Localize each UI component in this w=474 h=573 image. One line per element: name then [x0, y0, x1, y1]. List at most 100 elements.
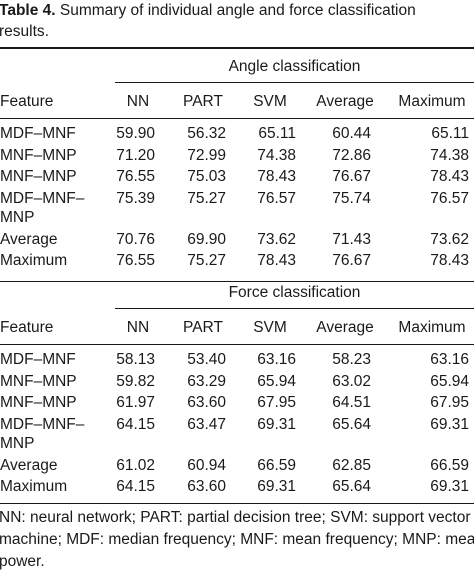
part-value: 75.03	[187, 168, 226, 185]
part-value: 63.60	[187, 394, 226, 411]
part-value: 69.90	[187, 230, 226, 248]
maximum-value: 69.31	[430, 415, 469, 433]
feature-text: MNF–MNP	[0, 394, 77, 411]
feature-cell: MDF–MNF	[0, 125, 115, 143]
nn-value: 64.15	[116, 415, 155, 433]
table-footnote: NN: neural network; PART: partial decisi…	[0, 507, 474, 573]
feature-text: MDF–MNF	[0, 351, 76, 368]
feature-text: MDF–MNF	[0, 125, 76, 142]
column-header-nn: NN	[126, 319, 150, 336]
force-section-title: Force classification	[228, 284, 361, 301]
feature-text: Average	[0, 230, 58, 248]
part-value: 56.32	[187, 125, 226, 142]
feature-cell: MNF–MNP	[0, 394, 115, 412]
part-value: 72.99	[187, 146, 226, 164]
feature-text: MNF–MNP	[0, 146, 77, 164]
maximum-value: 74.38	[430, 146, 469, 164]
table-caption: Table 4. Summary of individual angle and…	[0, 0, 474, 42]
feature-text: MNF–MNP	[0, 168, 77, 185]
part-value: 75.27	[187, 189, 226, 207]
maximum-value: 78.43	[430, 252, 469, 269]
table-row: MNF–MNP 71.20 72.99 74.38 72.86 74.38	[0, 146, 474, 166]
feature-text: MNP	[0, 209, 35, 226]
column-header-feature: Feature	[0, 319, 54, 336]
nn-value: 75.39	[116, 189, 155, 207]
nn-value: 61.97	[116, 394, 155, 411]
column-header-average: Average	[316, 319, 374, 336]
svm-value: 67.95	[257, 394, 296, 411]
table-row: MDF–MNF– MNP 64.15 63.47 69.31 65.64 69.31	[0, 415, 474, 454]
table-bottom-rule	[0, 503, 474, 504]
caption-line-2: results.	[0, 23, 49, 40]
feature-cell: Average	[0, 231, 115, 249]
svm-value: 66.59	[257, 456, 296, 474]
svm-value: 65.94	[257, 372, 296, 390]
table-top-rule	[0, 47, 474, 49]
average-value: 75.74	[332, 189, 371, 207]
average-value: 72.86	[332, 146, 371, 164]
svm-value: 74.38	[257, 146, 296, 164]
feature-text: Average	[0, 456, 58, 474]
angle-section-title: Angle classification	[228, 58, 361, 75]
feature-cell: MNF–MNP	[0, 147, 115, 165]
column-header-average: Average	[316, 93, 374, 110]
feature-text: Maximum	[0, 252, 68, 269]
angle-header-rule	[115, 82, 474, 83]
caption-text: Summary of individual angle and force cl…	[55, 2, 416, 19]
force-body-rule	[0, 344, 474, 345]
table-row: MDF–MNF 59.90 56.32 65.11 60.44 65.11	[0, 124, 474, 144]
part-value: 63.60	[187, 478, 226, 495]
nn-value: 76.55	[116, 252, 155, 269]
table-row: Average 70.76 69.90 73.62 71.43 73.62	[0, 230, 474, 250]
table-row: Maximum 76.55 75.27 78.43 76.67 78.43	[0, 251, 474, 271]
maximum-value: 69.31	[430, 478, 469, 495]
column-header-svm: SVM	[253, 93, 287, 110]
nn-value: 70.76	[116, 230, 155, 248]
average-value: 71.43	[332, 230, 371, 248]
footnote-line-3: power.	[0, 553, 45, 570]
maximum-value: 78.43	[430, 168, 469, 185]
svm-value: 76.57	[257, 189, 296, 207]
svm-value: 78.43	[257, 252, 296, 269]
table-row: MNF–MNP 76.55 75.03 78.43 76.67 78.43	[0, 167, 474, 187]
maximum-value: 73.62	[430, 230, 469, 248]
column-header-part: PART	[183, 93, 223, 110]
feature-cell: Maximum	[0, 252, 115, 270]
feature-text: MNF–MNP	[0, 372, 77, 390]
part-value: 53.40	[187, 351, 226, 368]
maximum-value: 66.59	[430, 456, 469, 474]
caption-line-1: Table 4. Summary of individual angle and…	[0, 0, 474, 21]
svm-value: 69.31	[257, 415, 296, 433]
table-row: Maximum 64.15 63.60 69.31 65.64 69.31	[0, 477, 474, 497]
table-row: Average 61.02 60.94 66.59 62.85 66.59	[0, 456, 474, 476]
column-header-maximum: Maximum	[398, 93, 466, 110]
table-row: MNF–MNP 61.97 63.60 67.95 64.51 67.95	[0, 393, 474, 413]
maximum-value: 76.57	[430, 189, 469, 207]
nn-value: 71.20	[116, 146, 155, 164]
section-divider-rule	[0, 281, 474, 282]
feature-text: Maximum	[0, 478, 68, 495]
part-value: 63.29	[187, 372, 226, 390]
part-value: 75.27	[187, 252, 226, 269]
feature-cell: MDF–MNF– MNP	[0, 189, 115, 228]
force-column-header-row: Feature NN PART SVM Average Maximum	[0, 318, 474, 338]
nn-value: 61.02	[116, 456, 155, 474]
maximum-value: 65.11	[431, 125, 469, 142]
svm-value: 78.43	[257, 168, 296, 185]
feature-cell: Average	[0, 457, 115, 475]
maximum-value: 65.94	[430, 372, 469, 390]
caption-label: Table 4.	[0, 2, 56, 19]
nn-value: 76.55	[116, 168, 155, 185]
nn-value: 59.82	[116, 372, 155, 390]
column-header-svm: SVM	[253, 319, 287, 336]
average-value: 65.64	[332, 478, 371, 495]
table-row: MDF–MNF– MNP 75.39 75.27 76.57 75.74 76.57	[0, 189, 474, 228]
average-value: 65.64	[332, 415, 371, 433]
table-row: MNF–MNP 59.82 63.29 65.94 63.02 65.94	[0, 372, 474, 392]
average-value: 76.67	[332, 168, 371, 185]
part-value: 63.47	[187, 415, 226, 433]
feature-cell: MDF–MNF– MNP	[0, 415, 115, 454]
angle-column-header-row: Feature NN PART SVM Average Maximum	[0, 92, 474, 112]
nn-value: 59.90	[116, 125, 155, 142]
footnote-line-2: machine; MDF: median frequency; MNF: mea…	[0, 531, 474, 548]
